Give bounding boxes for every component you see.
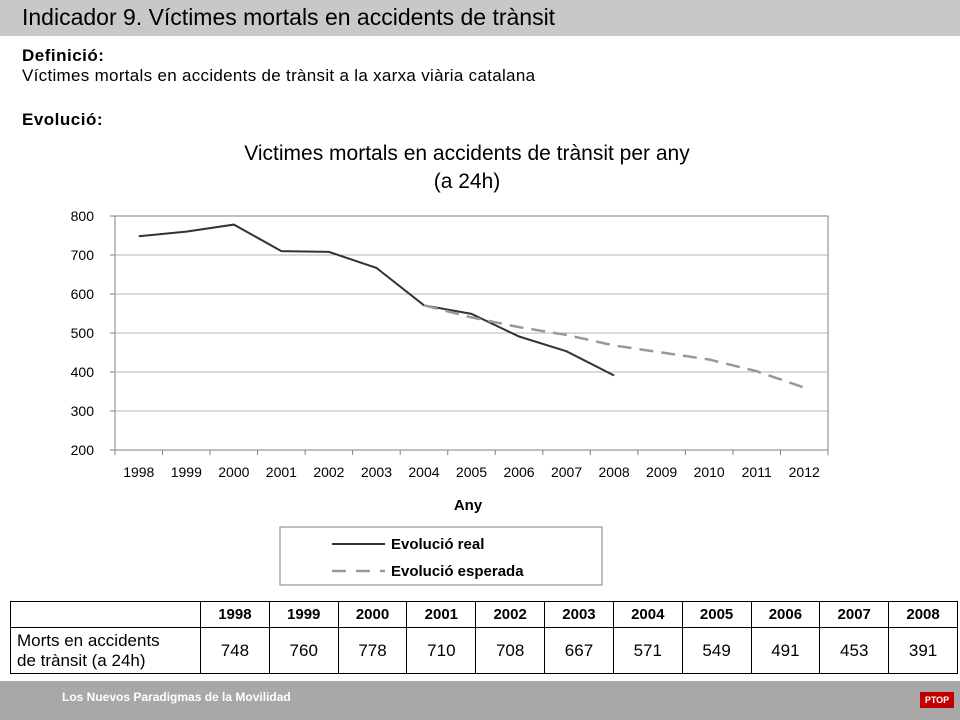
line-chart: Victimes mortals en accidents de trànsit… [71, 142, 829, 586]
table-header-cell: 1999 [268, 601, 339, 628]
legend-label-1: Evolució esperada [391, 563, 524, 580]
row-label-line1: Morts en accidents [17, 630, 160, 650]
x-tick-label: 2008 [599, 464, 630, 480]
x-tick-label: 2007 [551, 464, 582, 480]
y-tick-label: 700 [71, 247, 95, 263]
x-tick-label: 2011 [742, 464, 772, 480]
table-cell: 491 [750, 627, 821, 674]
table-header-cell: 2005 [681, 601, 752, 628]
table-row: Morts en accidents de trànsit (a 24h) 74… [10, 627, 958, 674]
table-header-cell: 2006 [750, 601, 821, 628]
row-label-line2: de trànsit (a 24h) [17, 650, 146, 670]
x-tick-label: 2006 [503, 464, 534, 480]
table-header-cell: 2001 [406, 601, 477, 628]
x-axis-label: Any [454, 497, 483, 514]
chart-title: Victimes mortals en accidents de trànsit… [244, 142, 690, 165]
header-bar [0, 0, 960, 36]
footer-text: Los Nuevos Paradigmas de la Movilidad [62, 690, 291, 704]
table-cell: 391 [888, 627, 958, 674]
evolution-label: Evolució: [22, 110, 104, 129]
table-cell: 710 [406, 627, 477, 674]
table-cell: 571 [612, 627, 683, 674]
x-tick-label: 2009 [646, 464, 677, 480]
x-tick-label: 1999 [171, 464, 202, 480]
legend-box [279, 526, 603, 586]
data-table: 1998 1999 2000 2001 2002 2003 2004 2005 2006 2007… [10, 601, 958, 674]
table-cell: 760 [268, 627, 339, 674]
chart-subtitle: (a 24h) [434, 170, 501, 193]
x-tick-label: 2010 [694, 464, 725, 480]
table-header-cell: 2000 [337, 601, 408, 628]
x-tick-label: 2000 [218, 464, 249, 480]
y-tick-label: 800 [71, 208, 95, 224]
legend-label-0: Evolució real [391, 536, 484, 553]
footer-bar [0, 681, 960, 720]
y-tick-label: 400 [71, 364, 95, 380]
table-cell: 667 [544, 627, 614, 674]
x-tick-label: 1998 [123, 464, 154, 480]
table-cell: 453 [819, 627, 890, 674]
definition-text: Víctimes mortals en accidents de trànsit… [22, 66, 536, 85]
x-tick-label: 2003 [361, 464, 392, 480]
table-header-cell: 2004 [612, 601, 683, 628]
x-tick-label: 2012 [789, 464, 820, 480]
table-corner-cell [10, 601, 201, 628]
table-row-label: Morts en accidents de trànsit (a 24h) [10, 627, 201, 674]
x-tick-label: 2004 [408, 464, 439, 480]
y-tick-label: 600 [71, 286, 95, 302]
table-cell: 708 [475, 627, 546, 674]
series-line-0 [138, 223, 615, 377]
table-cell: 549 [681, 627, 752, 674]
table-header-row: 1998 1999 2000 2001 2002 2003 2004 2005 2006 2007… [10, 601, 958, 628]
y-tick-label: 500 [71, 325, 95, 341]
table-header-cell: 2008 [888, 601, 958, 628]
y-tick-label: 300 [71, 403, 95, 419]
definition-label: Definició: [22, 46, 105, 65]
x-tick-label: 2005 [456, 464, 487, 480]
table-cell: 748 [200, 627, 270, 674]
table-cell: 778 [337, 627, 408, 674]
page-title: Indicador 9. Víctimes mortals en acciden… [22, 4, 556, 30]
table-header-cell: 2003 [544, 601, 614, 628]
x-tick-label: 2002 [313, 464, 344, 480]
table-header-cell: 2002 [475, 601, 546, 628]
table-header-cell: 2007 [819, 601, 890, 628]
y-tick-label: 200 [71, 442, 95, 458]
x-tick-label: 2001 [266, 464, 297, 480]
table-header-cell: 1998 [200, 601, 270, 628]
ptop-logo: PTOP [920, 692, 954, 708]
